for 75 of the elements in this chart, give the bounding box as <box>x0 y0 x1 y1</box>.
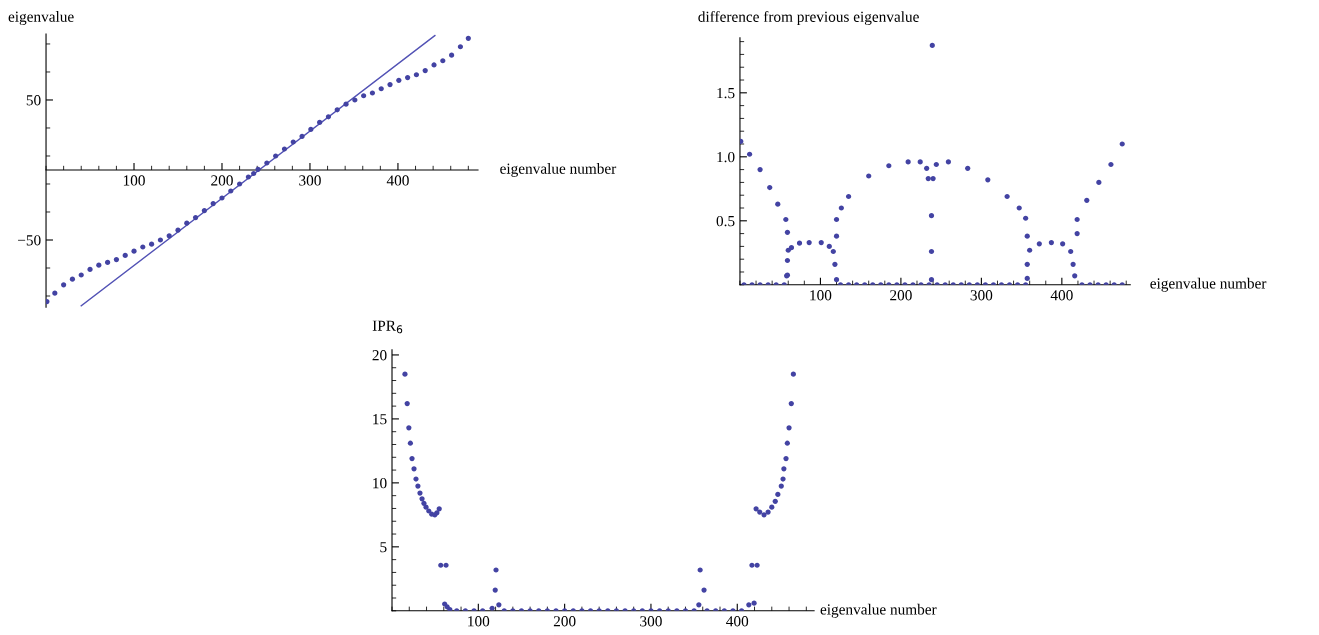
point <box>113 257 120 263</box>
point <box>378 86 384 92</box>
x-tick-label: 300 <box>640 616 662 627</box>
x-tick-label: 200 <box>890 290 912 301</box>
point <box>299 133 305 139</box>
point <box>228 188 234 194</box>
x-tick-label: 400 <box>726 616 749 627</box>
y-tick-label: 50 <box>26 95 41 106</box>
x-tick-label: 400 <box>1050 290 1073 301</box>
point <box>149 241 155 247</box>
point <box>387 81 393 88</box>
point <box>52 290 58 296</box>
point <box>264 160 270 166</box>
point <box>87 266 93 272</box>
x-axis-title: eigenvalue number <box>820 603 937 618</box>
point <box>251 170 257 177</box>
point <box>431 62 437 68</box>
x-tick-label: 100 <box>810 290 832 301</box>
point <box>193 215 199 221</box>
point <box>396 77 402 83</box>
x-tick-label: 400 <box>386 175 409 186</box>
point <box>236 181 243 187</box>
point <box>440 58 446 64</box>
y-tick-label: 5 <box>380 542 387 553</box>
x-tick-label: 200 <box>211 175 233 186</box>
point <box>334 107 340 113</box>
x-axis-title: eigenvalue number <box>1150 277 1267 292</box>
point <box>131 248 137 254</box>
point <box>175 227 181 233</box>
y-tick-label: 1.5 <box>717 88 735 99</box>
point <box>413 72 420 78</box>
x-tick-label: 200 <box>553 616 576 627</box>
point <box>343 101 349 107</box>
y-tick-label: 15 <box>373 414 387 425</box>
point <box>122 252 128 258</box>
y-tick-label: 0.5 <box>716 215 735 227</box>
point <box>325 114 332 120</box>
y-tick-label: 20 <box>372 350 387 361</box>
point <box>157 237 163 243</box>
point <box>317 119 323 125</box>
point <box>201 208 207 214</box>
point <box>457 44 464 50</box>
point <box>245 174 251 180</box>
point <box>405 74 411 81</box>
point <box>96 262 102 268</box>
x-tick-label: 300 <box>299 175 321 186</box>
point <box>273 153 279 159</box>
point <box>369 90 376 96</box>
point <box>290 139 296 145</box>
x-axis-title: eigenvalue number <box>500 163 617 177</box>
point <box>166 233 172 239</box>
x-tick-label: 300 <box>970 290 993 301</box>
y-tick-label: −50 <box>18 235 41 246</box>
point <box>465 35 471 41</box>
point <box>105 259 111 265</box>
y-axis-title: difference from previous eigenvalue <box>698 10 919 26</box>
point <box>361 93 367 99</box>
y-tick-label: 1.0 <box>717 151 735 163</box>
x-tick-label: 100 <box>123 175 145 186</box>
point <box>219 195 225 201</box>
point <box>210 201 216 207</box>
point <box>140 244 146 250</box>
point <box>308 126 314 132</box>
point <box>449 52 455 58</box>
point <box>69 276 76 282</box>
point <box>281 146 288 152</box>
point <box>61 282 67 288</box>
x-tick-label: 100 <box>468 616 490 627</box>
y-axis-title: IPR$_{6}$ <box>372 320 403 334</box>
point <box>352 97 358 103</box>
y-tick-label: 10 <box>373 478 387 489</box>
y-axis-title: eigenvalue <box>8 11 74 25</box>
point <box>422 67 428 74</box>
point <box>184 220 190 226</box>
point <box>78 272 84 278</box>
